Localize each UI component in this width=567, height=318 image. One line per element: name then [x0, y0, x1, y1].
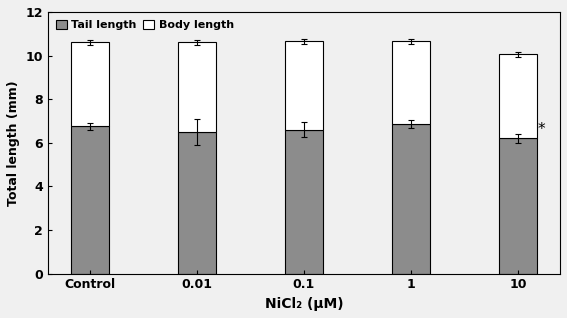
Bar	[178, 43, 215, 132]
Text: *: *	[538, 122, 545, 137]
Bar	[392, 41, 430, 124]
Bar	[392, 124, 430, 273]
Bar	[71, 43, 109, 127]
X-axis label: NiCl₂ (μM): NiCl₂ (μM)	[265, 297, 343, 311]
Y-axis label: Total length (mm): Total length (mm)	[7, 80, 20, 206]
Bar	[178, 132, 215, 273]
Bar	[500, 54, 537, 138]
Legend: Tail length, Body length: Tail length, Body length	[53, 17, 236, 32]
Bar	[285, 41, 323, 130]
Bar	[71, 127, 109, 273]
Bar	[285, 130, 323, 273]
Bar	[500, 138, 537, 273]
